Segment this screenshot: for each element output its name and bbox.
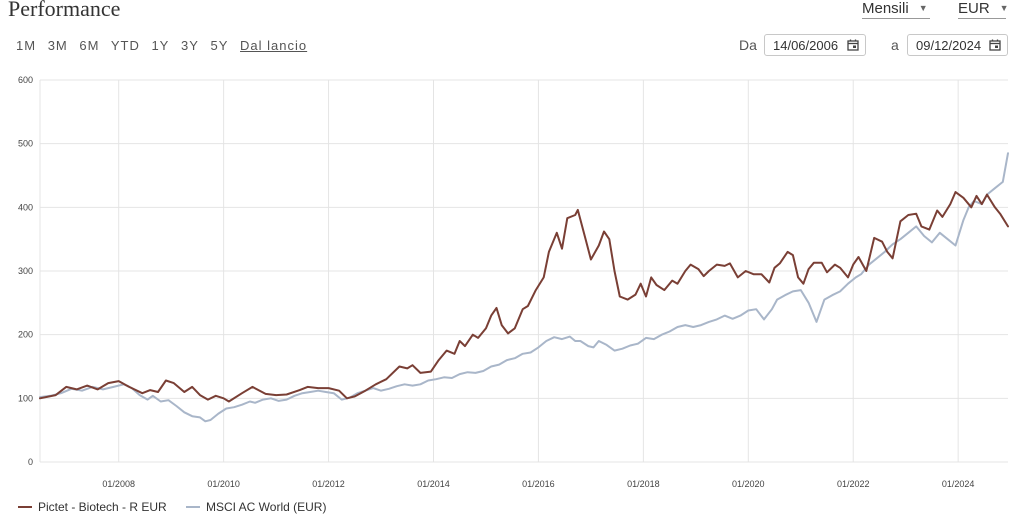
y-tick-label: 400 bbox=[18, 202, 33, 212]
date-to-input[interactable]: 09/12/2024 bbox=[907, 34, 1008, 56]
y-tick-label: 600 bbox=[18, 75, 33, 85]
period-6m[interactable]: 6M bbox=[79, 38, 100, 53]
frequency-value: Mensili bbox=[862, 0, 909, 17]
currency-value: EUR bbox=[958, 0, 990, 17]
period-ytd[interactable]: YTD bbox=[110, 38, 140, 53]
date-from-label: Da bbox=[739, 37, 757, 53]
currency-select[interactable]: EUR ▼ bbox=[958, 0, 1009, 19]
x-tick-label: 01/2022 bbox=[837, 479, 870, 489]
period-3y[interactable]: 3Y bbox=[180, 38, 199, 53]
x-tick-label: 01/2014 bbox=[417, 479, 450, 489]
y-tick-label: 500 bbox=[18, 139, 33, 149]
period-1y[interactable]: 1Y bbox=[151, 38, 170, 53]
legend-item-msci[interactable]: MSCI AC World (EUR) bbox=[186, 500, 326, 514]
x-tick-label: 01/2008 bbox=[102, 479, 135, 489]
calendar-icon[interactable] bbox=[847, 39, 859, 51]
x-tick-label: 01/2018 bbox=[627, 479, 660, 489]
chart-series bbox=[39, 152, 1009, 423]
x-tick-label: 01/2020 bbox=[732, 479, 765, 489]
date-to-label: a bbox=[891, 37, 899, 53]
y-tick-label: 300 bbox=[18, 266, 33, 276]
y-axis-labels: 0 100 200 300 400 500 600 bbox=[18, 75, 33, 467]
period-5y[interactable]: 5Y bbox=[210, 38, 229, 53]
x-tick-label: 01/2010 bbox=[207, 479, 240, 489]
chevron-down-icon: ▼ bbox=[918, 3, 928, 13]
series-line-biotech[interactable] bbox=[39, 191, 1009, 403]
y-tick-label: 200 bbox=[18, 330, 33, 340]
y-tick-label: 100 bbox=[18, 393, 33, 403]
legend-swatch-msci bbox=[186, 506, 200, 508]
legend-item-biotech[interactable]: Pictet - Biotech - R EUR bbox=[18, 500, 167, 514]
date-to-value: 09/12/2024 bbox=[916, 37, 982, 53]
legend-label-biotech: Pictet - Biotech - R EUR bbox=[38, 500, 167, 514]
legend-label-msci: MSCI AC World (EUR) bbox=[206, 500, 327, 514]
legend-swatch-biotech bbox=[18, 506, 32, 508]
date-from-value: 14/06/2006 bbox=[773, 37, 839, 53]
period-1m[interactable]: 1M bbox=[16, 38, 37, 53]
x-tick-label: 01/2012 bbox=[312, 479, 345, 489]
x-tick-label: 01/2024 bbox=[942, 479, 975, 489]
period-3m[interactable]: 3M bbox=[47, 38, 68, 53]
x-axis-labels: 01/2008 01/2010 01/2012 01/2014 01/2016 01/20… bbox=[102, 479, 974, 489]
period-selector: 1M 3M 6M YTD 1Y 3Y 5Y Dal lancio bbox=[16, 38, 314, 53]
chevron-down-icon: ▼ bbox=[999, 3, 1009, 13]
calendar-icon[interactable] bbox=[989, 39, 1001, 51]
y-tick-label: 0 bbox=[28, 457, 33, 467]
frequency-select[interactable]: Mensili ▼ bbox=[862, 0, 930, 19]
performance-chart[interactable]: 0 100 200 300 400 500 600 01/2008 01/2010 01/201… bbox=[0, 0, 1024, 500]
date-from-input[interactable]: 14/06/2006 bbox=[764, 34, 866, 56]
series-line-msci[interactable] bbox=[39, 152, 1009, 423]
x-tick-label: 01/2016 bbox=[522, 479, 555, 489]
period-since-launch[interactable]: Dal lancio bbox=[240, 38, 308, 53]
page-title: Performance bbox=[8, 0, 121, 21]
